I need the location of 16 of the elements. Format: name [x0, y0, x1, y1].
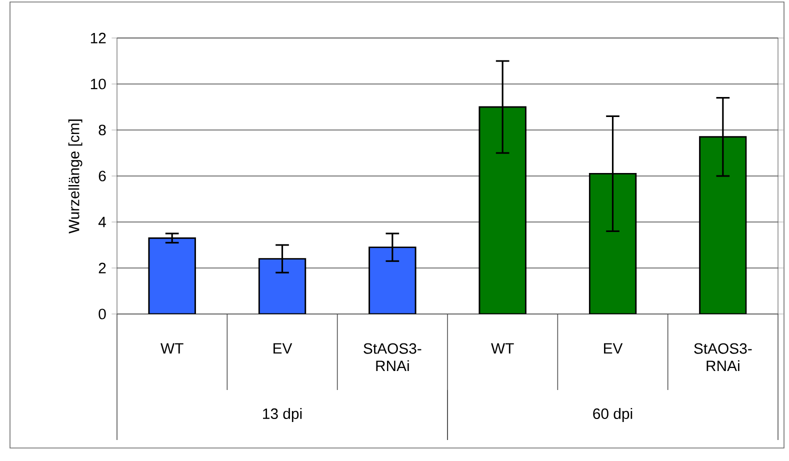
- x-tick-label: StAOS3-RNAi: [694, 343, 752, 372]
- x-tick-label: EV: [274, 343, 292, 354]
- x-tick-label: EV: [604, 343, 623, 354]
- y-tick-label: 6: [98, 170, 106, 182]
- x-tick-label: WT: [160, 343, 184, 354]
- y-tick-label: 8: [98, 124, 106, 136]
- y-tick-label: 2: [98, 262, 106, 274]
- y-tick-label: 4: [98, 216, 106, 228]
- text: 60 dpi: [593, 408, 632, 422]
- y-tick-label: 0: [98, 308, 106, 320]
- x-tick-label: StAOS3-RNAi: [364, 343, 422, 372]
- y-tick-label: 10: [90, 78, 106, 90]
- y-axis-title: Wurzellänge [cm]: [68, 120, 82, 234]
- text: 13 dpi: [263, 408, 302, 422]
- y-tick-label: 12: [90, 32, 106, 44]
- x-tick-label: WT: [491, 343, 514, 354]
